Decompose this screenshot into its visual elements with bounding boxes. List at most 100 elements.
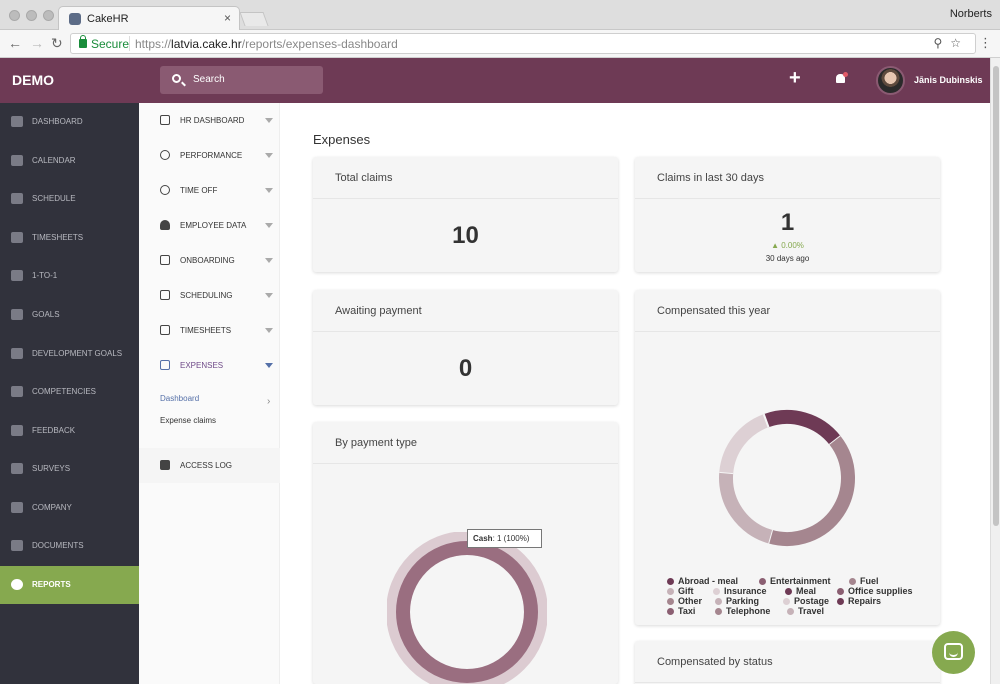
sidebar-item-schedule[interactable]: SCHEDULE <box>0 180 139 218</box>
url-text: https://latvia.cake.hr/reports/expenses-… <box>135 37 398 51</box>
tab-title: CakeHR <box>87 13 129 25</box>
legend-item[interactable]: Insurance <box>713 586 767 596</box>
legend-dot-icon <box>787 608 794 615</box>
donut-slice-entertainment[interactable] <box>719 471 773 544</box>
notification-dot <box>843 72 848 77</box>
chevron-down-icon <box>265 328 273 333</box>
subnav-item-time-off[interactable]: TIME OFF <box>139 173 280 208</box>
legend-dot-icon <box>667 598 674 605</box>
sidebar-item-calendar[interactable]: CALENDAR <box>0 142 139 180</box>
total-claims-value: 10 <box>452 222 479 249</box>
main-sidebar: DASHBOARD CALENDAR SCHEDULE TIMESHEETS 1… <box>0 103 139 684</box>
live-chat-button[interactable] <box>932 631 975 674</box>
sidebar-item-feedback[interactable]: FEEDBACK <box>0 412 139 450</box>
legend-dot-icon <box>849 578 856 585</box>
donut-slice-cash[interactable] <box>396 541 538 683</box>
donut-slice-fuel[interactable] <box>768 436 855 546</box>
sidebar-item-development-goals[interactable]: DEVELOPMENT GOALS <box>0 335 139 373</box>
pie-chart-icon <box>11 579 23 590</box>
donut-slice-gift[interactable] <box>719 414 769 474</box>
sidebar-item-competencies[interactable]: COMPETENCIES <box>0 373 139 411</box>
subnav-item-employee-data[interactable]: EMPLOYEE DATA <box>139 208 280 243</box>
chevron-down-icon <box>265 223 273 228</box>
legend-label: Abroad - meal <box>678 576 739 586</box>
subnav-link-expense-claims[interactable]: Expense claims <box>160 416 217 425</box>
legend-dot-icon <box>667 588 674 595</box>
search-icon <box>172 74 181 83</box>
legend-label: Office supplies <box>848 586 913 596</box>
search-placeholder: Search <box>193 74 225 85</box>
card-compensated-by-status: Compensated by status <box>635 641 940 684</box>
subnav-link-dashboard[interactable]: Dashboard <box>160 394 200 403</box>
donut-slice-abroad-meal[interactable] <box>763 410 841 445</box>
browser-profile[interactable]: Norberts <box>949 8 992 20</box>
legend-label: Travel <box>798 606 825 616</box>
legend-dot-icon <box>837 588 844 595</box>
legend-item[interactable]: Entertainment <box>759 576 831 586</box>
sidebar-item-dashboard[interactable]: DASHBOARD <box>0 103 139 141</box>
legend-item[interactable]: Other <box>667 596 702 606</box>
legend-item[interactable]: Office supplies <box>837 586 913 596</box>
sidebar-item-surveys[interactable]: SURVEYS <box>0 450 139 488</box>
zoom-window-icon[interactable] <box>43 10 54 21</box>
search-input[interactable]: Search <box>160 66 323 94</box>
subnav-item-access-log[interactable]: ACCESS LOG <box>139 448 280 483</box>
browser-menu-icon[interactable]: ⋮ <box>979 35 992 50</box>
minimize-window-icon[interactable] <box>26 10 37 21</box>
money-icon <box>160 360 170 370</box>
legend-label: Repairs <box>848 596 882 606</box>
legend-item[interactable]: Fuel <box>849 576 879 586</box>
address-bar[interactable]: Secure https://latvia.cake.hr/reports/ex… <box>70 33 976 54</box>
legend-item[interactable]: Postage <box>783 596 829 606</box>
legend-item[interactable]: Meal <box>785 586 816 596</box>
subnav-item-onboarding[interactable]: ONBOARDING <box>139 243 280 278</box>
monitor-icon <box>160 115 170 125</box>
legend-item[interactable]: Telephone <box>715 606 770 616</box>
subnav-item-hr-dashboard[interactable]: HR DASHBOARD <box>139 103 280 138</box>
reload-icon[interactable]: ↻ <box>51 35 63 51</box>
zoom-and-bookmark-icons[interactable]: ⚲☆ <box>933 36 969 50</box>
legend-item[interactable]: Taxi <box>667 606 695 616</box>
subnav-item-scheduling[interactable]: SCHEDULING <box>139 278 280 313</box>
browser-tab[interactable]: CakeHR × <box>58 6 240 31</box>
bell-icon[interactable] <box>836 74 845 83</box>
user-name[interactable]: Jānis Dubinskis <box>914 75 983 85</box>
page-scrollbar[interactable] <box>990 58 1000 684</box>
sidebar-item-timesheets[interactable]: TIMESHEETS <box>0 219 139 257</box>
add-icon[interactable]: + <box>789 67 801 89</box>
sidebar-item-company[interactable]: COMPANY <box>0 489 139 527</box>
close-window-icon[interactable] <box>9 10 20 21</box>
forward-icon[interactable]: → <box>30 35 44 51</box>
card-title: By payment type <box>335 437 417 449</box>
close-tab-icon[interactable]: × <box>223 11 231 25</box>
star-icon <box>11 463 23 474</box>
cakehr-favicon-icon <box>69 13 81 25</box>
subnav-item-timesheets[interactable]: TIMESHEETS <box>139 313 280 348</box>
sidebar-item-documents[interactable]: DOCUMENTS <box>0 527 139 565</box>
new-tab-button[interactable] <box>239 12 269 26</box>
brand-logo[interactable]: DEMO <box>12 72 54 88</box>
table-icon <box>11 232 23 243</box>
legend-dot-icon <box>715 608 722 615</box>
card-awaiting-payment: Awaiting payment 0 <box>313 290 618 405</box>
lock-icon <box>79 35 87 48</box>
back-icon[interactable]: ← <box>8 35 22 51</box>
legend-label: Telephone <box>726 606 771 616</box>
home-icon <box>11 116 23 127</box>
legend-dot-icon <box>785 588 792 595</box>
scroll-thumb[interactable] <box>993 66 999 526</box>
claims-30-value: 1 <box>780 209 795 236</box>
legend-item[interactable]: Travel <box>787 606 824 616</box>
legend-item[interactable]: Repairs <box>837 596 881 606</box>
claims-change-period: 30 days ago <box>765 254 810 263</box>
legend-item[interactable]: Abroad - meal <box>667 576 738 586</box>
subnav-item-performance[interactable]: PERFORMANCE <box>139 138 280 173</box>
avatar[interactable] <box>876 66 905 95</box>
legend-item[interactable]: Parking <box>715 596 759 606</box>
sidebar-item-one-to-one[interactable]: 1-TO-1 <box>0 257 139 295</box>
legend-item[interactable]: Gift <box>667 586 694 596</box>
sidebar-item-reports[interactable]: REPORTS <box>0 566 139 604</box>
sidebar-item-goals[interactable]: GOALS <box>0 296 139 334</box>
chevron-down-icon <box>265 258 273 263</box>
subnav-item-expenses[interactable]: EXPENSES <box>139 348 280 383</box>
